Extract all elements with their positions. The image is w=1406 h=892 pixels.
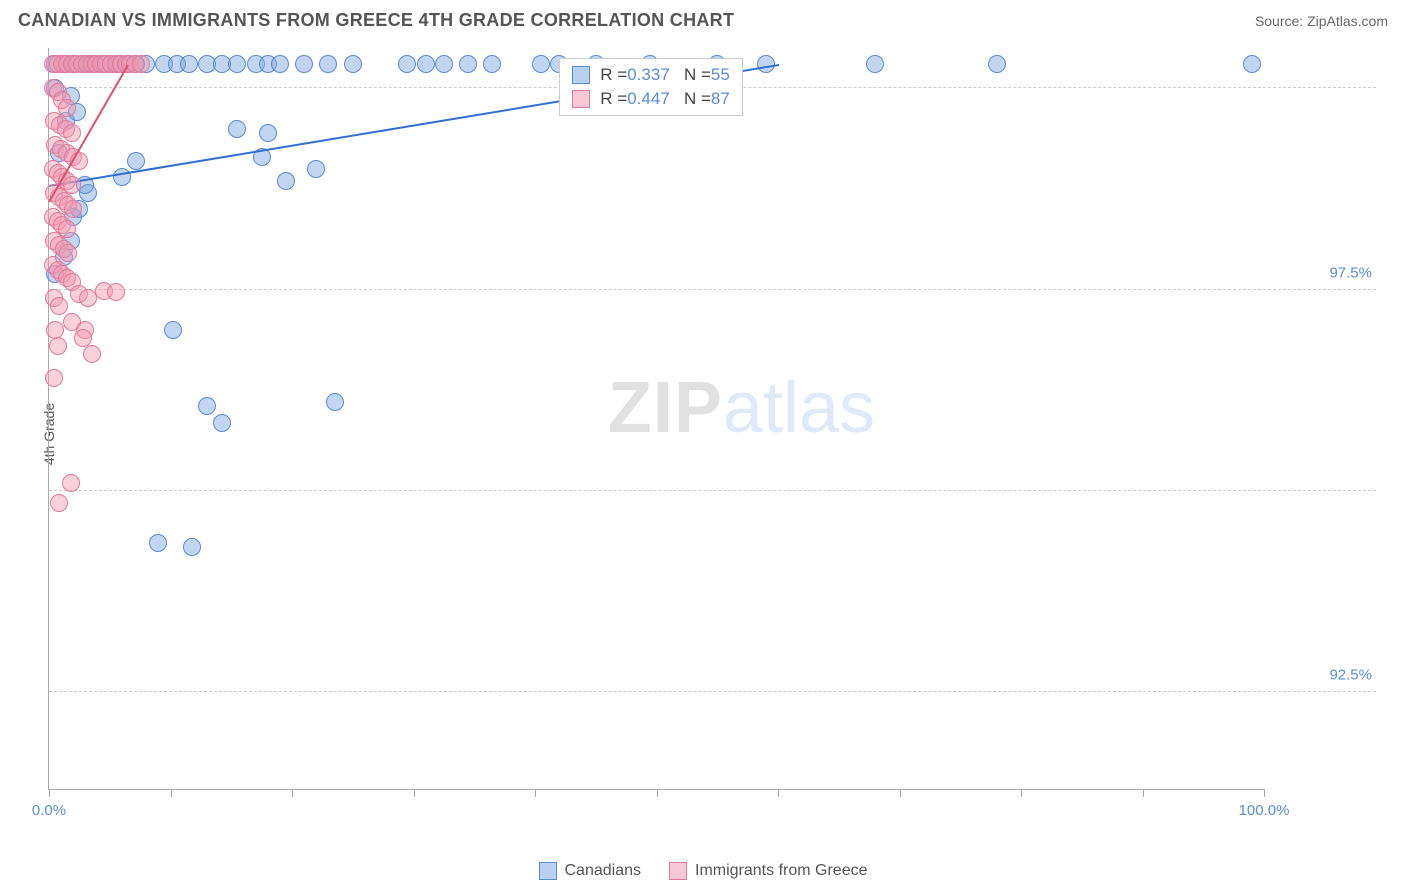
stats-box: R = 0.337 N = 55R = 0.447 N = 87 [559, 58, 743, 116]
source-attribution: Source: ZipAtlas.com [1255, 13, 1388, 29]
data-point [45, 369, 63, 387]
data-point [259, 124, 277, 142]
data-point [532, 55, 550, 73]
stats-r-label: R = [600, 65, 627, 85]
x-tick [414, 789, 415, 797]
gridline-horizontal [49, 691, 1376, 692]
data-point [277, 172, 295, 190]
data-point [63, 124, 81, 142]
watermark: ZIPatlas [608, 367, 875, 449]
data-point [127, 152, 145, 170]
chart-title: CANADIAN VS IMMIGRANTS FROM GREECE 4TH G… [18, 10, 734, 31]
stats-r-label: R = [600, 89, 627, 109]
x-tick [657, 789, 658, 797]
data-point [180, 55, 198, 73]
data-point [50, 494, 68, 512]
source-name: ZipAtlas.com [1307, 13, 1388, 29]
data-point [483, 55, 501, 73]
x-tick [1264, 789, 1265, 797]
x-tick [49, 789, 50, 797]
stats-n-value: 87 [711, 89, 730, 109]
y-tick-label: 97.5% [1272, 264, 1372, 281]
data-point [295, 55, 313, 73]
source-prefix: Source: [1255, 13, 1307, 29]
data-point [213, 414, 231, 432]
data-point [64, 200, 82, 218]
data-point [307, 160, 325, 178]
x-tick [292, 789, 293, 797]
data-point [50, 297, 68, 315]
data-point [183, 538, 201, 556]
stats-swatch [572, 90, 590, 108]
data-point [59, 244, 77, 262]
data-point [149, 534, 167, 552]
x-tick-label: 100.0% [1239, 802, 1290, 819]
plot-area: ZIPatlas 92.5%97.5%0.0%100.0%R = 0.337 N… [48, 48, 1264, 790]
x-tick [778, 789, 779, 797]
legend-item-greece: Immigrants from Greece [669, 862, 867, 880]
data-point [319, 55, 337, 73]
data-point [271, 55, 289, 73]
stats-swatch [572, 66, 590, 84]
data-point [164, 321, 182, 339]
stats-row: R = 0.337 N = 55 [560, 63, 742, 87]
data-point [107, 283, 125, 301]
data-point [866, 55, 884, 73]
gridline-horizontal [49, 289, 1376, 290]
data-point [83, 345, 101, 363]
data-point [326, 393, 344, 411]
data-point [62, 474, 80, 492]
stats-n-label: N = [670, 65, 711, 85]
watermark-zip: ZIP [608, 368, 723, 448]
y-tick-label: 92.5% [1272, 667, 1372, 684]
stats-r-value: 0.337 [627, 65, 670, 85]
x-tick [900, 789, 901, 797]
x-tick [535, 789, 536, 797]
legend-label-greece: Immigrants from Greece [695, 862, 867, 880]
data-point [1243, 55, 1261, 73]
data-point [417, 55, 435, 73]
gridline-horizontal [49, 490, 1376, 491]
data-point [113, 168, 131, 186]
data-point [228, 55, 246, 73]
data-point [49, 337, 67, 355]
x-tick-label: 0.0% [32, 802, 66, 819]
data-point [344, 55, 362, 73]
stats-n-label: N = [670, 89, 711, 109]
legend-label-canadians: Canadians [565, 862, 642, 880]
x-tick [171, 789, 172, 797]
data-point [198, 397, 216, 415]
bottom-legend: Canadians Immigrants from Greece [0, 862, 1406, 880]
chart-container: 4th Grade ZIPatlas 92.5%97.5%0.0%100.0%R… [48, 48, 1376, 820]
legend-swatch-pink [669, 862, 687, 880]
stats-row: R = 0.447 N = 87 [560, 87, 742, 111]
chart-header: CANADIAN VS IMMIGRANTS FROM GREECE 4TH G… [0, 0, 1406, 39]
watermark-atlas: atlas [723, 368, 875, 448]
data-point [459, 55, 477, 73]
legend-swatch-blue [539, 862, 557, 880]
data-point [435, 55, 453, 73]
stats-n-value: 55 [711, 65, 730, 85]
x-tick [1021, 789, 1022, 797]
legend-item-canadians: Canadians [539, 862, 642, 880]
data-point [132, 55, 150, 73]
data-point [228, 120, 246, 138]
x-tick [1143, 789, 1144, 797]
data-point [988, 55, 1006, 73]
stats-r-value: 0.447 [627, 89, 670, 109]
data-point [398, 55, 416, 73]
